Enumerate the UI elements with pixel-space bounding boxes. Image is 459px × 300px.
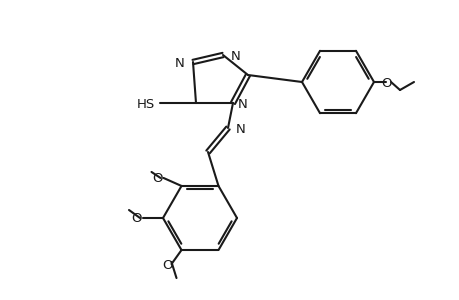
Text: O: O [162,259,172,272]
Text: O: O [381,76,392,89]
Text: N: N [175,56,185,70]
Text: N: N [237,98,247,110]
Text: O: O [151,172,162,185]
Text: HS: HS [136,98,155,110]
Text: N: N [230,50,240,62]
Text: N: N [235,122,245,136]
Text: O: O [131,212,142,226]
